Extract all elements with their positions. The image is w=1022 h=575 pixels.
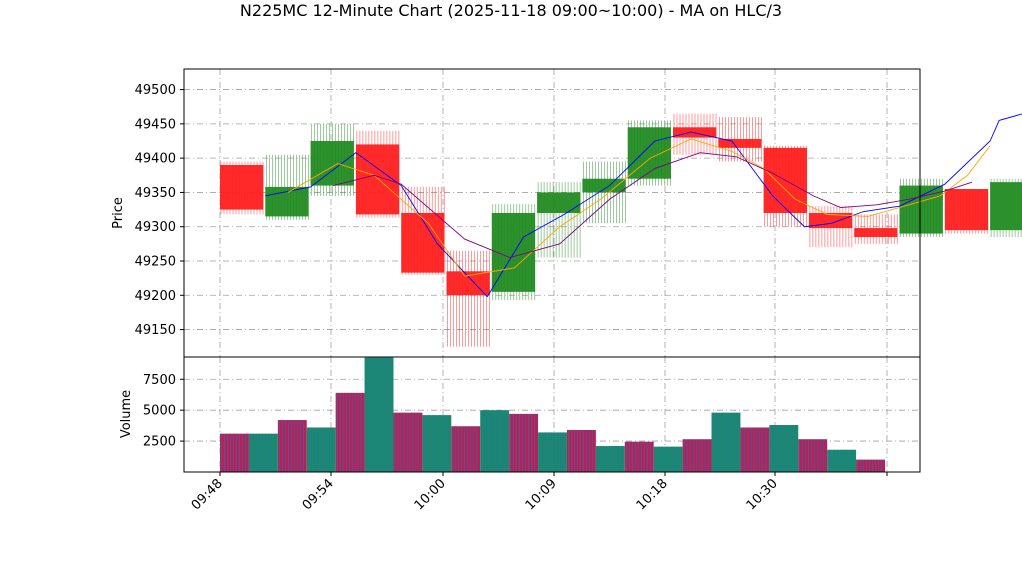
x-tick-label: 09:54	[300, 476, 337, 513]
volume-axes-frame	[183, 356, 921, 473]
candle-body	[446, 271, 490, 296]
candle-body	[537, 192, 581, 213]
price-y-tick-label: 49200	[135, 289, 176, 304]
x-tick-label: 10:00	[412, 476, 449, 513]
x-tick-label: 10:09	[523, 476, 560, 513]
moving-average-lines	[265, 113, 1022, 298]
ma-line-1	[265, 113, 1022, 298]
candle-body	[990, 182, 1022, 231]
volume-y-label: Volume	[119, 390, 134, 438]
chart-title: N225MC 12-Minute Chart (2025-11-18 09:00…	[240, 1, 782, 20]
price-y-tick-label: 49250	[135, 255, 176, 270]
x-tick-label: 10:18	[634, 476, 671, 513]
price-y-tick-label: 49400	[135, 152, 176, 167]
price-y-tick-label: 49300	[135, 220, 176, 235]
candle-body	[718, 138, 762, 148]
ma-line-3	[333, 152, 973, 259]
candle-body	[220, 165, 264, 210]
x-tick-label: 10:30	[744, 476, 781, 513]
candle-body	[808, 213, 853, 229]
volume-bars	[220, 357, 885, 472]
price-y-tick-label: 49350	[135, 186, 176, 201]
volume-y-ticks: 2500 5000 7500	[143, 373, 184, 450]
price-y-label: Price	[111, 197, 126, 229]
volume-y-tick-label: 7500	[143, 373, 176, 388]
candle-body	[582, 178, 626, 193]
price-y-tick-label: 49500	[135, 83, 176, 98]
price-y-tick-label: 49150	[135, 323, 176, 338]
price-y-tick-label: 49450	[135, 117, 176, 132]
price-y-ticks: 49150 49200 49250 49300 49350 49400 49450 49500	[135, 83, 184, 338]
candle-body	[627, 127, 671, 179]
candle-body	[944, 189, 989, 231]
volume-y-tick-label: 2500	[143, 435, 176, 450]
candle-body	[401, 213, 445, 273]
ma-line-2	[287, 138, 991, 277]
x-tick-label: 09:48	[189, 476, 226, 513]
volume-y-tick-label: 5000	[143, 404, 176, 419]
candle-body	[854, 228, 898, 237]
candle-body	[310, 141, 354, 186]
price-candles	[220, 127, 1022, 296]
x-axis-ticks: 09:48 09:54 10:00 10:09 10:18 10:30	[189, 472, 888, 513]
